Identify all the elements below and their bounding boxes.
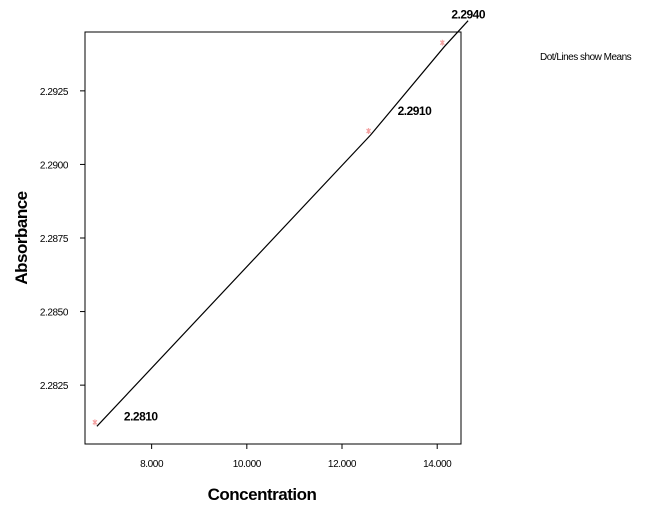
- mean-line: [96, 20, 469, 427]
- y-tick-label: 2.2925: [40, 87, 69, 98]
- x-tick-label: 10.000: [233, 459, 262, 470]
- y-axis-title: Absorbance: [12, 191, 31, 284]
- data-label: 2.2810: [124, 409, 159, 423]
- y-tick-label: 2.2825: [40, 381, 69, 392]
- series-line: [92, 20, 469, 427]
- data-point-marker: [366, 128, 372, 134]
- data-labels: 2.2810 2.2910 2.2940: [124, 8, 486, 424]
- data-label: 2.2910: [398, 104, 433, 118]
- y-tick-label: 2.2875: [40, 234, 69, 245]
- y-tick-label: 2.2900: [40, 160, 69, 171]
- x-axis-title: Concentration: [208, 485, 317, 504]
- data-point-marker: [439, 39, 445, 46]
- x-tick-label: 12.000: [328, 459, 357, 470]
- y-axis: 2.2825 2.2850 2.2875 2.2900 2.2925: [40, 87, 85, 392]
- x-axis: 8.000 10.000 12.000 14.000: [140, 444, 453, 470]
- data-point-marker: [92, 419, 98, 426]
- x-tick-label: 14.000: [423, 459, 452, 470]
- y-tick-label: 2.2850: [40, 308, 69, 319]
- means-note: Dot/Lines show Means: [540, 52, 632, 63]
- data-label: 2.2940: [451, 8, 486, 22]
- x-tick-label: 8.000: [140, 459, 164, 470]
